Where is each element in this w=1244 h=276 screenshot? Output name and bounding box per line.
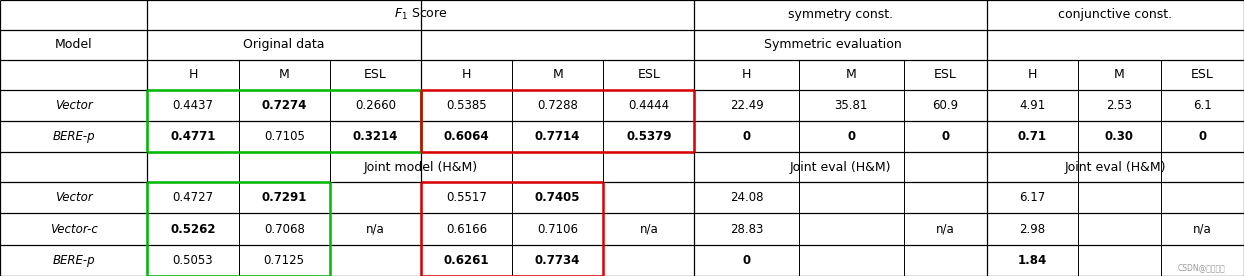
Text: 0.6064: 0.6064 [444,130,489,143]
Text: 0.7274: 0.7274 [261,99,307,112]
Text: $F_1$ Score: $F_1$ Score [394,7,448,22]
Text: Model: Model [55,38,92,51]
Text: 6.1: 6.1 [1193,99,1212,112]
Text: Joint model (H&M): Joint model (H&M) [363,161,478,174]
Text: 1.84: 1.84 [1018,254,1046,267]
Text: 35.81: 35.81 [835,99,868,112]
Text: 0.5517: 0.5517 [447,191,486,204]
Text: 0.7105: 0.7105 [264,130,305,143]
Text: 0: 0 [847,130,856,143]
Text: 22.49: 22.49 [730,99,764,112]
Text: H: H [1028,68,1037,81]
Text: M: M [279,68,290,81]
Text: 0.3214: 0.3214 [352,130,398,143]
Text: 28.83: 28.83 [730,222,764,235]
Text: 4.91: 4.91 [1019,99,1045,112]
Text: 2.53: 2.53 [1106,99,1132,112]
Text: H: H [741,68,751,81]
Text: M: M [1113,68,1125,81]
Text: 0.30: 0.30 [1105,130,1133,143]
Text: CSDN@墨夜之枫: CSDN@墨夜之枫 [1178,263,1225,272]
Text: 0.4727: 0.4727 [173,191,214,204]
Text: BERE-p: BERE-p [52,130,95,143]
Text: 0: 0 [940,130,949,143]
Text: 24.08: 24.08 [730,191,764,204]
Text: H: H [462,68,471,81]
Text: 0.7068: 0.7068 [264,222,305,235]
Text: 0.71: 0.71 [1018,130,1046,143]
Text: M: M [552,68,564,81]
Text: 6.17: 6.17 [1019,191,1045,204]
Text: H: H [188,68,198,81]
Text: 0.5385: 0.5385 [447,99,486,112]
Text: Vector: Vector [55,191,92,204]
Text: 0.5379: 0.5379 [626,130,672,143]
Text: conjunctive const.: conjunctive const. [1059,9,1172,22]
Text: 0.7714: 0.7714 [535,130,581,143]
Text: 0.7125: 0.7125 [264,254,305,267]
Text: 0: 0 [743,254,750,267]
Text: ESL: ESL [637,68,661,81]
Text: 0.5262: 0.5262 [170,222,215,235]
Text: 0.4444: 0.4444 [628,99,669,112]
Text: ESL: ESL [1191,68,1214,81]
Text: 0.4437: 0.4437 [173,99,214,112]
Text: n/a: n/a [639,222,658,235]
Text: 0.6166: 0.6166 [445,222,488,235]
Text: 0.7291: 0.7291 [261,191,307,204]
Text: Original data: Original data [244,38,325,51]
Text: n/a: n/a [1193,222,1212,235]
Text: Vector-c: Vector-c [50,222,98,235]
Text: Vector: Vector [55,99,92,112]
Text: symmetry const.: symmetry const. [787,9,893,22]
Text: 0.7288: 0.7288 [537,99,578,112]
Text: 0.4771: 0.4771 [170,130,215,143]
Text: 0.2660: 0.2660 [355,99,396,112]
Text: 0.7106: 0.7106 [537,222,578,235]
Text: 0.5053: 0.5053 [173,254,214,267]
Text: 2.98: 2.98 [1019,222,1045,235]
Text: Joint eval (H&M): Joint eval (H&M) [790,161,891,174]
Text: 60.9: 60.9 [932,99,958,112]
Text: 0.6261: 0.6261 [444,254,489,267]
Text: 0: 0 [1198,130,1207,143]
Text: 0.7405: 0.7405 [535,191,581,204]
Text: ESL: ESL [934,68,957,81]
Text: n/a: n/a [366,222,384,235]
Text: Joint eval (H&M): Joint eval (H&M) [1065,161,1166,174]
Text: Symmetric evaluation: Symmetric evaluation [764,38,902,51]
Text: n/a: n/a [935,222,954,235]
Text: 0: 0 [743,130,750,143]
Text: M: M [846,68,857,81]
Text: BERE-p: BERE-p [52,254,95,267]
Text: ESL: ESL [364,68,387,81]
Text: 0.7734: 0.7734 [535,254,581,267]
